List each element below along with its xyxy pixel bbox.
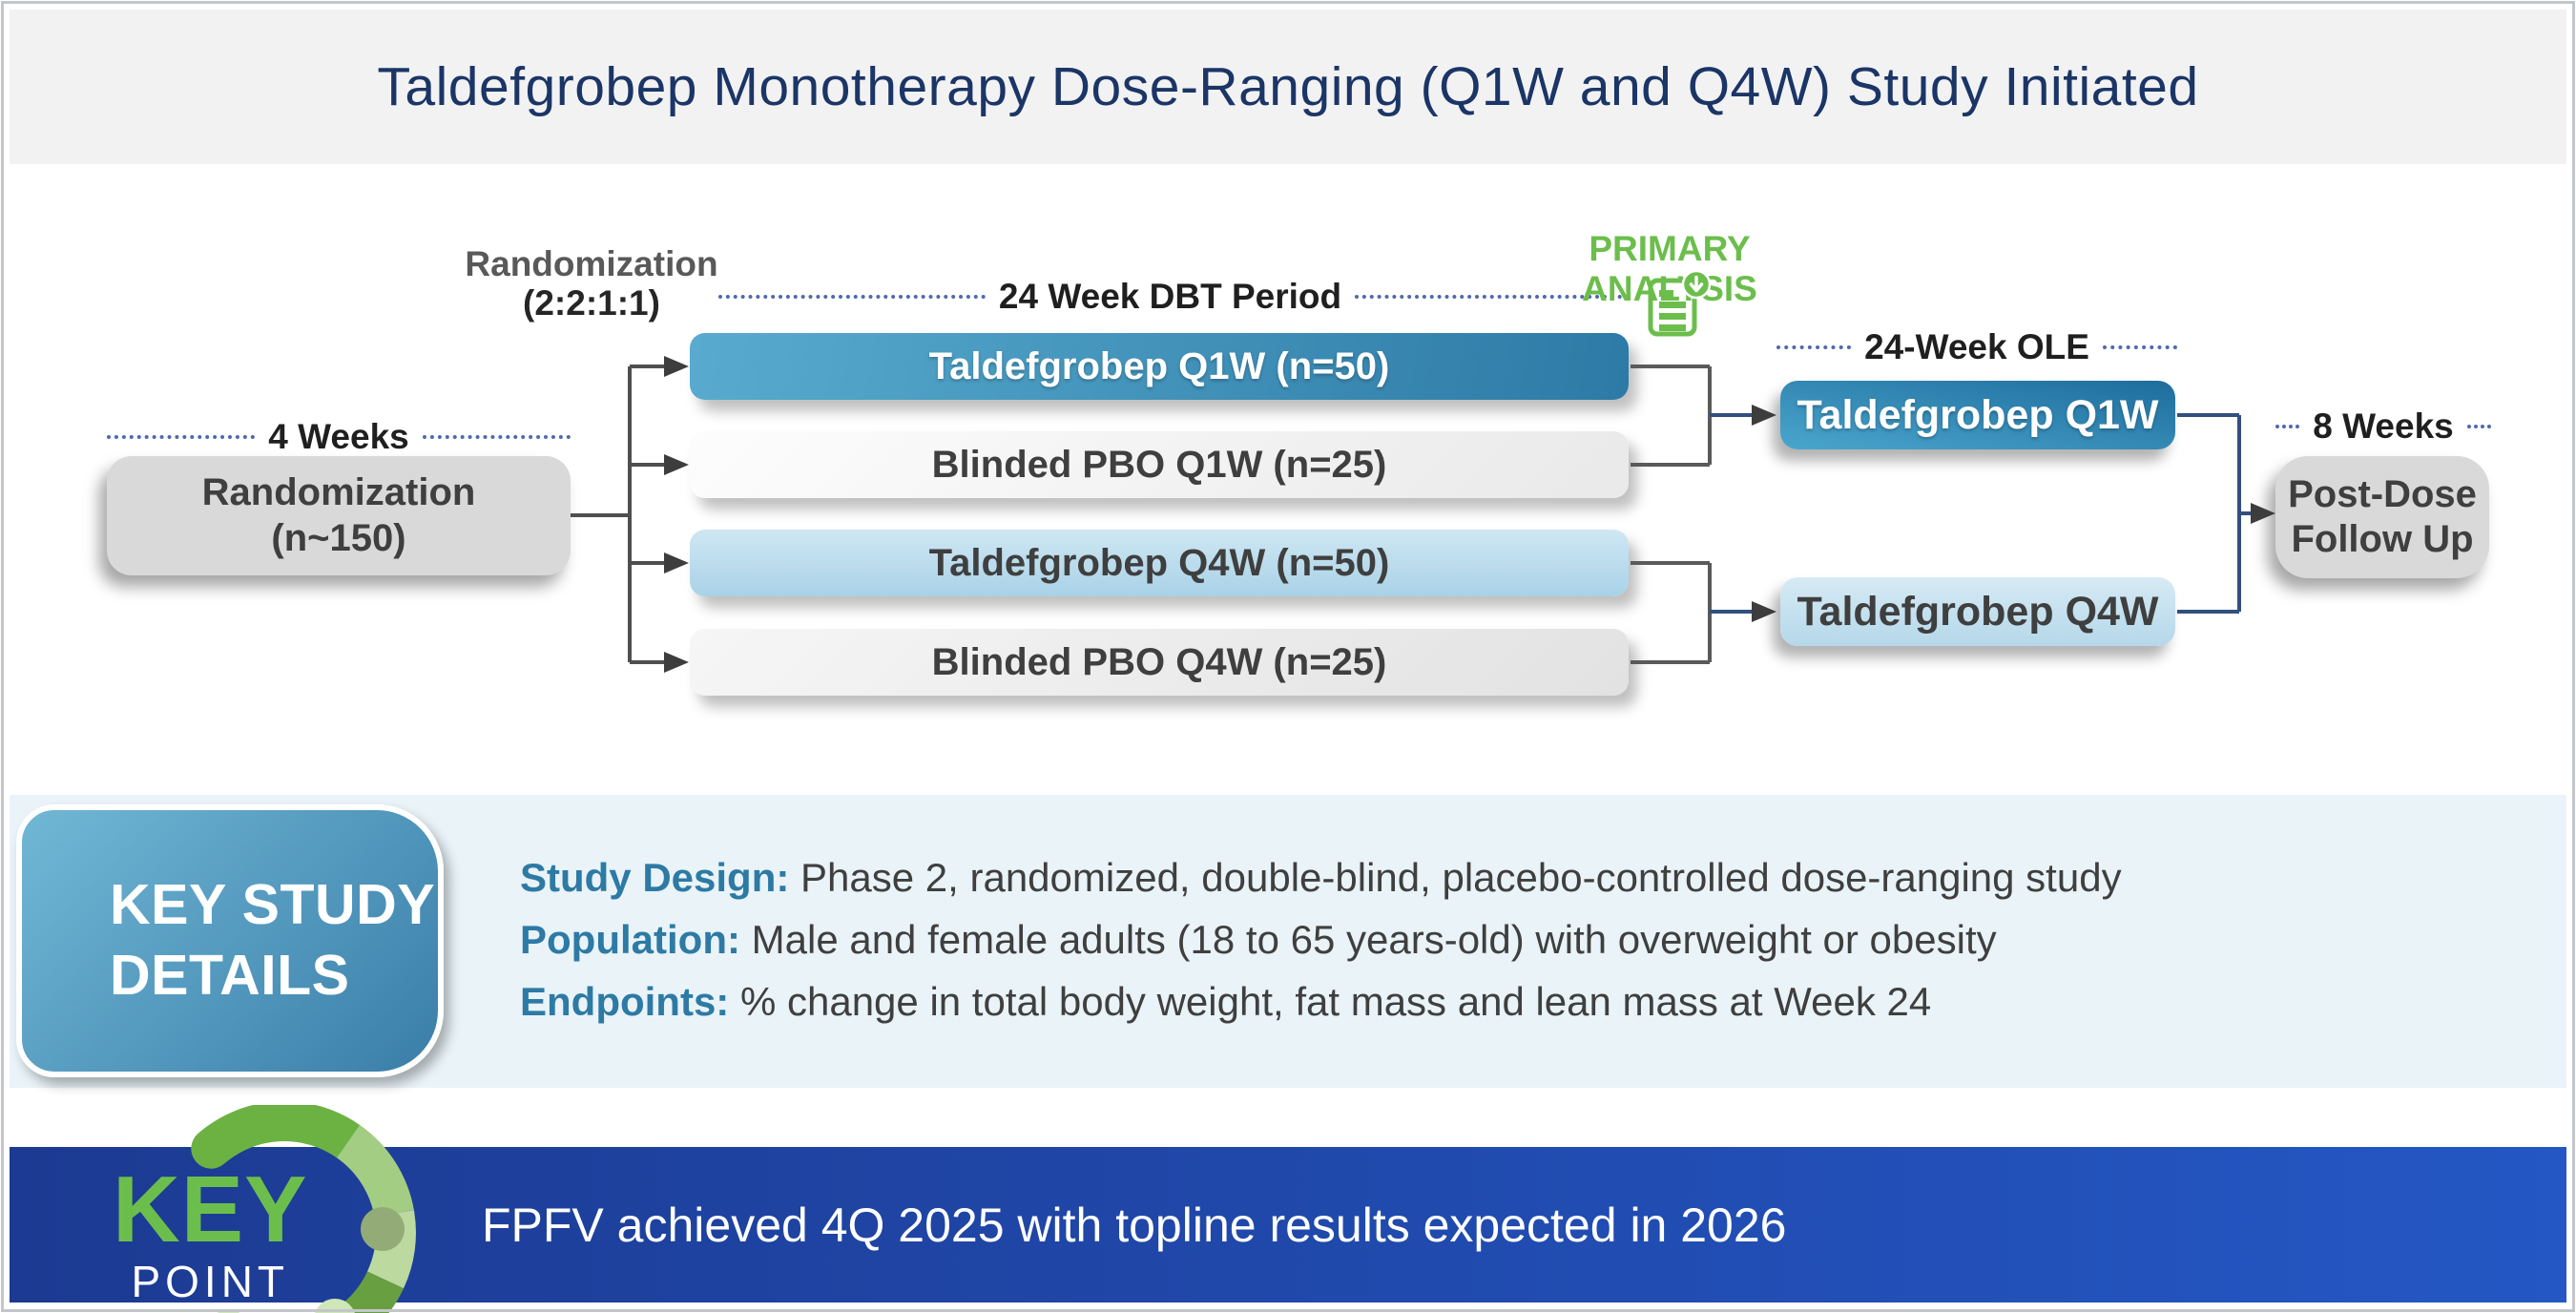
dbt-period-label-row: 24 Week DBT Period [718,277,1623,317]
arm-taldefgrobep-q4w: Taldefgrobep Q4W (n=50) [690,530,1629,596]
key-details-list: Study Design: Phase 2, randomized, doubl… [520,855,2122,1025]
title-band: Taldefgrobep Monotherapy Dose-Ranging (Q… [10,10,2566,164]
arm-blinded-pbo-q1w: Blinded PBO Q1W (n=25) [690,431,1629,498]
week4-label: 4 Weeks [268,417,409,456]
randomization-ratio-label: Randomization (2:2:1:1) [465,244,718,323]
key-point-ring-logo [191,1105,416,1313]
week8-label: 8 Weeks [2313,406,2454,446]
week4-label-row: 4 Weeks [107,417,571,457]
arm-blinded-pbo-q4w: Blinded PBO Q4W (n=25) [690,629,1629,696]
week8-label-row: 8 Weeks [2275,406,2492,447]
key-point-message: FPFV achieved 4Q 2025 with topline resul… [482,1198,1787,1252]
ole-taldefgrobep-q1w: Taldefgrobep Q1W [1780,381,2175,449]
ole-taldefgrobep-q4w: Taldefgrobep Q4W [1780,577,2175,646]
randomization-box: Randomization (n~150) [107,456,571,575]
dotted-line [1355,295,1623,299]
dotted-line [422,435,571,439]
slide-title: Taldefgrobep Monotherapy Dose-Ranging (Q… [377,56,2199,117]
dotted-line [2275,425,2300,428]
key-study-details-box: KEY STUDY DETAILS [16,804,444,1077]
document-download-icon [1647,269,1714,343]
detail-study-design: Study Design: Phase 2, randomized, doubl… [520,855,2122,900]
detail-population: Population: Male and female adults (18 t… [520,917,1997,962]
ole-label-row: 24-Week OLE [1776,327,2177,367]
detail-endpoints: Endpoints: % change in total body weight… [520,979,1932,1024]
dbt-period-label: 24 Week DBT Period [998,277,1342,316]
followup-box: Post-Dose Follow Up [2275,456,2489,578]
dotted-line [107,435,256,439]
key-point-bar [10,1147,2566,1303]
ole-label: 24-Week OLE [1864,327,2089,366]
dotted-line [1776,345,1852,349]
dotted-line [718,295,986,299]
dotted-line [2466,425,2492,428]
dotted-line [2102,345,2177,349]
arm-taldefgrobep-q1w: Taldefgrobep Q1W (n=50) [690,333,1629,400]
key-point-logo: KEY POINT [113,1157,308,1306]
